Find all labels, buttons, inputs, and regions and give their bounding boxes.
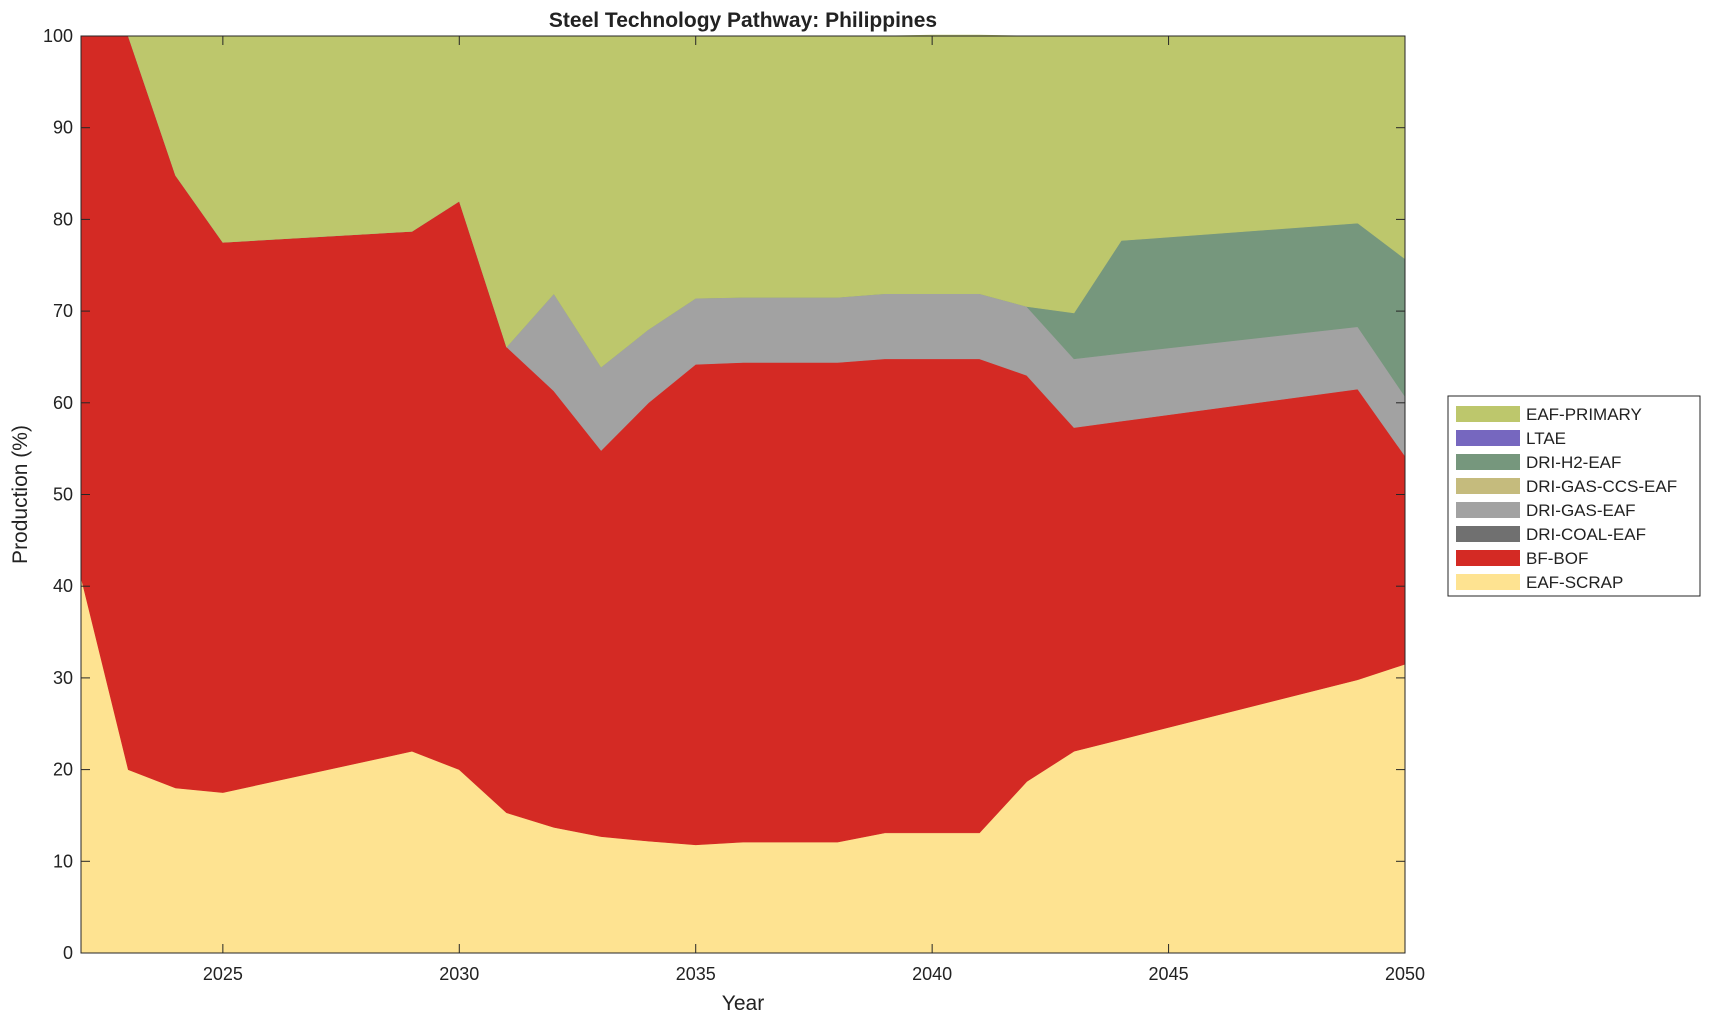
- legend-swatch-dri-coal-eaf: [1456, 526, 1520, 542]
- legend-label-dri-h2-eaf: DRI-H2-EAF: [1526, 453, 1621, 472]
- legend-label-dri-coal-eaf: DRI-COAL-EAF: [1526, 525, 1646, 544]
- legend-label-dri-gas-eaf: DRI-GAS-EAF: [1526, 501, 1636, 520]
- y-tick-label: 30: [53, 668, 73, 688]
- legend-swatch-dri-gas-eaf: [1456, 502, 1520, 518]
- legend-swatch-eaf-scrap: [1456, 574, 1520, 590]
- legend-swatch-eaf-primary: [1456, 406, 1520, 422]
- chart-title: Steel Technology Pathway: Philippines: [549, 9, 937, 32]
- x-tick-label: 2050: [1385, 964, 1425, 984]
- legend-swatch-dri-gas-ccs-eaf: [1456, 478, 1520, 494]
- y-tick-label: 0: [63, 943, 73, 963]
- ticks-layer: 2025 2030 2035 2040 2045 20500102030405060708…: [43, 26, 1425, 984]
- y-tick-label: 40: [53, 576, 73, 596]
- legend-label-ltae: LTAE: [1526, 429, 1566, 448]
- y-axis-label: Production (%): [9, 425, 32, 564]
- x-axis-label: Year: [722, 992, 764, 1015]
- legend-label-bf-bof: BF-BOF: [1526, 549, 1588, 568]
- legend: EAF-PRIMARY LTAE DRI-H2-EAF DRI-GAS-CCS-EAF…: [1447, 395, 1701, 597]
- legend-swatch-bf-bof: [1456, 550, 1520, 566]
- x-tick-label: 2030: [439, 964, 479, 984]
- x-tick-label: 2025: [203, 964, 243, 984]
- y-tick-label: 60: [53, 393, 73, 413]
- y-tick-label: 100: [43, 26, 73, 46]
- y-tick-label: 50: [53, 485, 73, 505]
- y-tick-label: 80: [53, 209, 73, 229]
- x-tick-label: 2035: [676, 964, 716, 984]
- y-tick-label: 10: [53, 851, 73, 871]
- legend-label-eaf-scrap: EAF-SCRAP: [1526, 573, 1623, 592]
- x-tick-label: 2045: [1149, 964, 1189, 984]
- y-tick-label: 20: [53, 760, 73, 780]
- x-tick-label: 2040: [912, 964, 952, 984]
- legend-label-eaf-primary: EAF-PRIMARY: [1526, 405, 1642, 424]
- y-tick-label: 70: [53, 301, 73, 321]
- areas-layer: [80, 34, 1406, 954]
- legend-swatch-ltae: [1456, 430, 1520, 446]
- y-tick-label: 90: [53, 118, 73, 138]
- legend-label-dri-gas-ccs-eaf: DRI-GAS-CCS-EAF: [1526, 477, 1677, 496]
- legend-swatch-dri-h2-eaf: [1456, 454, 1520, 470]
